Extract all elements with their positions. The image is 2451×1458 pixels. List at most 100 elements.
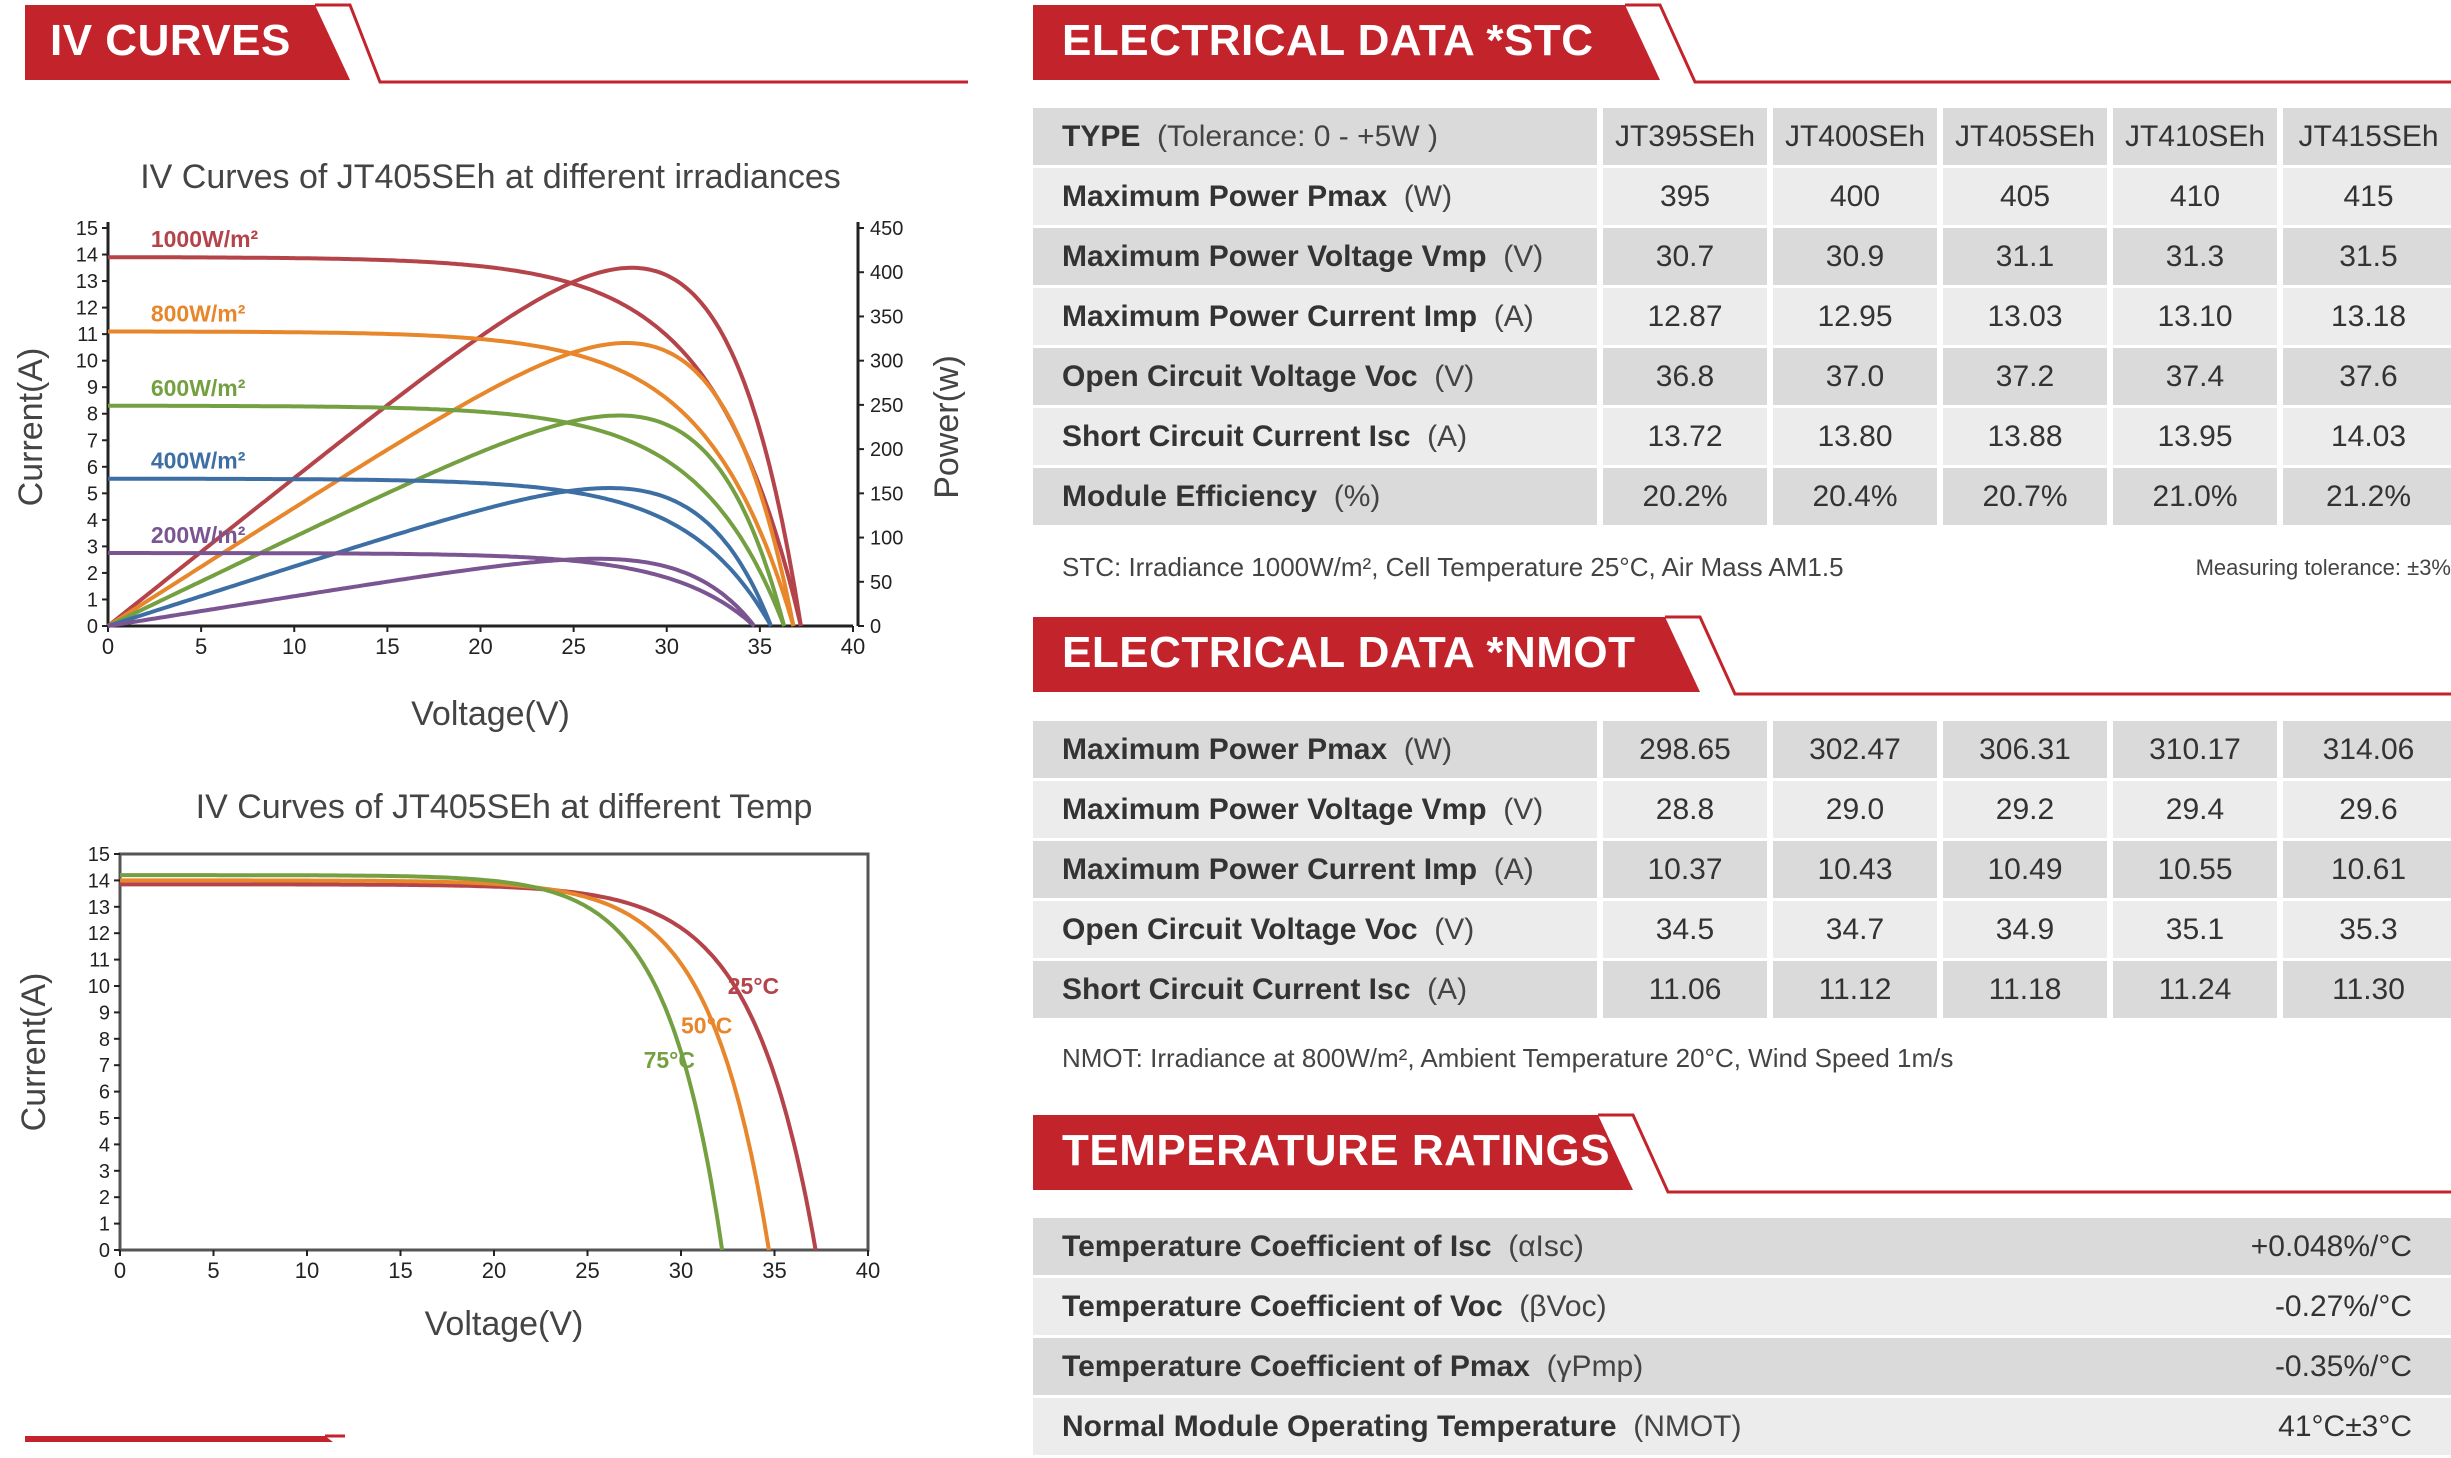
row-label: Short Circuit Current Isc (A) <box>1033 961 1603 1021</box>
iv-chart-irradiance: IV Curves of JT405SEh at different irrad… <box>12 158 966 733</box>
iv-curve-4 <box>108 551 756 628</box>
cell-value: 37.0 <box>1773 348 1943 408</box>
series-label: 25°C <box>728 973 779 999</box>
y-tick-label: 5 <box>87 483 98 505</box>
cell-value: 37.6 <box>2283 348 2451 408</box>
cell-value: 13.18 <box>2283 288 2451 348</box>
header-banner-shape <box>1033 1113 2451 1194</box>
chart-title: IV Curves of JT405SEh at different Temp <box>196 788 813 826</box>
model-name: JT395SEh <box>1603 108 1773 168</box>
table-row: Maximum Power Current Imp (A) 10.37 10.4… <box>1033 841 2451 901</box>
row-label: Maximum Power Current Imp (A) <box>1033 288 1603 348</box>
series-label: 600W/m² <box>151 375 246 401</box>
cell-value: 10.43 <box>1773 841 1943 901</box>
x-tick-label: 10 <box>295 1258 319 1283</box>
table-row: TYPE (Tolerance: 0 - +5W ) JT395SEh JT40… <box>1033 108 2451 168</box>
y-tick-label: 4 <box>99 1134 110 1156</box>
cell-value: 28.8 <box>1603 781 1773 841</box>
cell-value: 29.6 <box>2283 781 2451 841</box>
cell-value: 410 <box>2113 168 2283 228</box>
y-tick-label: 13 <box>88 897 110 919</box>
x-tick-label: 25 <box>575 1258 599 1283</box>
cell-value: -0.27%/°C <box>2137 1278 2451 1338</box>
y-tick-label: 12 <box>88 923 110 945</box>
measuring-tolerance: Measuring tolerance: ±3% <box>2195 555 2451 580</box>
x-tick-label: 35 <box>762 1258 786 1283</box>
cell-value: 41°C±3°C <box>2137 1398 2451 1458</box>
table-row: Short Circuit Current Isc (A) 13.72 13.8… <box>1033 408 2451 468</box>
cell-value: 10.49 <box>1943 841 2113 901</box>
series-label: 400W/m² <box>151 448 246 474</box>
table-row: Open Circuit Voltage Voc (V) 36.8 37.0 3… <box>1033 348 2451 408</box>
header-banner-shape <box>1033 3 2451 84</box>
cell-value: 21.0% <box>2113 468 2283 528</box>
cell-value: 34.9 <box>1943 901 2113 961</box>
cell-value: 302.47 <box>1773 721 1943 781</box>
model-name: JT410SEh <box>2113 108 2283 168</box>
cell-value: 35.1 <box>2113 901 2283 961</box>
cell-value: 11.18 <box>1943 961 2113 1021</box>
row-label: Open Circuit Voltage Voc (V) <box>1033 348 1603 408</box>
cell-value: 14.03 <box>2283 408 2451 468</box>
table-row: Maximum Power Current Imp (A) 12.87 12.9… <box>1033 288 2451 348</box>
x-axis-label: Voltage(V) <box>425 1305 584 1343</box>
iv-curve-1 <box>108 329 796 627</box>
row-label: Maximum Power Pmax (W) <box>1033 168 1603 228</box>
table-row: Temperature Coefficient of Voc (βVoc) -0… <box>1033 1278 2451 1338</box>
stc-table: TYPE (Tolerance: 0 - +5W ) JT395SEh JT40… <box>1033 108 2451 528</box>
pv-curve-4 <box>107 556 756 628</box>
y-tick-label: 9 <box>99 1002 110 1024</box>
series-label: 50°C <box>681 1013 732 1039</box>
nmot-table: Maximum Power Pmax (W) 298.65 302.47 306… <box>1033 721 2451 1021</box>
y2-tick-label: 450 <box>870 218 903 240</box>
y-tick-label: 6 <box>99 1082 110 1104</box>
x-tick-label: 20 <box>468 634 492 659</box>
y-tick-label: 10 <box>88 976 110 998</box>
cell-value: 13.72 <box>1603 408 1773 468</box>
cell-value: 35.3 <box>2283 901 2451 961</box>
cell-value: 10.61 <box>2283 841 2451 901</box>
y-tick-label: 8 <box>99 1029 110 1051</box>
table-row: Maximum Power Voltage Vmp (V) 28.8 29.0 … <box>1033 781 2451 841</box>
y2-axis-label: Power(w) <box>928 355 966 499</box>
y-tick-label: 4 <box>87 510 98 532</box>
y-tick-label: 5 <box>99 1108 110 1130</box>
cell-value: 13.88 <box>1943 408 2113 468</box>
cell-value: 11.30 <box>2283 961 2451 1021</box>
cell-value: 314.06 <box>2283 721 2451 781</box>
series-label: 75°C <box>644 1047 695 1073</box>
section-title: IV CURVES <box>50 16 291 65</box>
row-label: Temperature Coefficient of Isc (αIsc) <box>1033 1218 2138 1278</box>
y2-tick-label: 400 <box>870 262 903 284</box>
y-tick-label: 10 <box>76 351 98 373</box>
cell-value: 34.7 <box>1773 901 1943 961</box>
cell-value: 12.87 <box>1603 288 1773 348</box>
table-header-label: TYPE (Tolerance: 0 - +5W ) <box>1033 108 1603 168</box>
temperature-table: Temperature Coefficient of Isc (αIsc) +0… <box>1033 1218 2451 1458</box>
next-section-header-fragment <box>25 1434 345 1442</box>
pv-curve-0 <box>106 265 803 628</box>
cell-value: 29.4 <box>2113 781 2283 841</box>
cell-value: 415 <box>2283 168 2451 228</box>
y-tick-label: 12 <box>76 298 98 320</box>
y-tick-label: 15 <box>76 218 98 240</box>
cell-value: 29.0 <box>1773 781 1943 841</box>
x-tick-label: 10 <box>282 634 306 659</box>
cell-value: 30.9 <box>1773 228 1943 288</box>
y-tick-label: 15 <box>88 844 110 866</box>
x-tick-label: 30 <box>655 634 679 659</box>
header-banner-shape <box>1033 615 2451 696</box>
series-label: 800W/m² <box>151 300 246 326</box>
x-tick-label: 40 <box>841 634 865 659</box>
row-label: Maximum Power Voltage Vmp (V) <box>1033 781 1603 841</box>
y-tick-label: 2 <box>87 563 98 585</box>
cell-value: 306.31 <box>1943 721 2113 781</box>
table-row: Short Circuit Current Isc (A) 11.06 11.1… <box>1033 961 2451 1021</box>
section-title: ELECTRICAL DATA *STC <box>1062 16 1594 65</box>
x-axis-label: Voltage(V) <box>411 695 570 733</box>
y2-tick-label: 150 <box>870 483 903 505</box>
y-tick-label: 14 <box>76 245 98 267</box>
y-tick-label: 7 <box>99 1055 110 1077</box>
nmot-note: NMOT: Irradiance at 800W/m², Ambient Tem… <box>1062 1043 1954 1073</box>
row-label: Temperature Coefficient of Voc (βVoc) <box>1033 1278 2138 1338</box>
